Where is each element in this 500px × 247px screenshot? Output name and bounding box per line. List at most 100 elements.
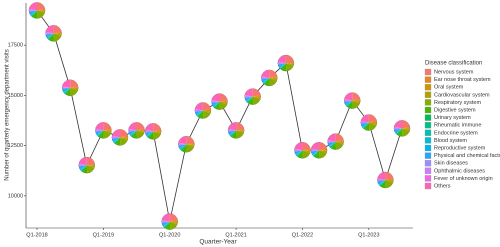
pie-slice: [46, 33, 54, 39]
pie-slice: [112, 129, 120, 138]
pie-slice: [228, 122, 237, 131]
pie-slice: [111, 137, 120, 139]
pie-slice: [302, 150, 311, 152]
x-axis-title: Quarter-Year: [199, 239, 237, 246]
legend-label: Physical and chemical factors: [434, 153, 500, 159]
pie-slice: [180, 144, 187, 151]
pie-slice: [45, 33, 54, 35]
pie-slice: [229, 130, 237, 136]
pie-slice: [328, 141, 336, 147]
pie-slice: [269, 76, 278, 78]
pie-slice: [219, 101, 227, 110]
pie-slice: [161, 221, 170, 226]
legend-title: Disease classification: [425, 61, 482, 67]
legend-swatch: [424, 167, 432, 174]
pie-slice: [236, 130, 245, 132]
pie-slice: [294, 149, 303, 151]
legend-label: Cardiovascular system: [434, 92, 490, 98]
pie-slice: [294, 150, 303, 155]
pie-slice: [364, 122, 370, 131]
pie-slice: [244, 96, 253, 99]
pie-slice: [281, 63, 287, 72]
pie-slice: [186, 142, 195, 145]
pie-marker: [344, 92, 361, 109]
pie-slice: [231, 130, 237, 139]
pie-slice: [331, 141, 337, 150]
pie-slice: [112, 137, 120, 142]
pie-slice: [219, 100, 228, 102]
pie-slice: [169, 221, 178, 230]
pie-slice: [97, 130, 104, 136]
pie-slice: [78, 165, 87, 167]
pie-slice: [236, 130, 244, 139]
legend-label: Blood system: [434, 138, 467, 144]
pie-slice: [136, 128, 145, 131]
pie-slice: [179, 144, 187, 150]
pie-slice: [194, 108, 203, 111]
pie-slice: [145, 131, 154, 133]
legend-swatch: [424, 175, 432, 182]
pie-slice: [277, 62, 286, 64]
pie-slice: [146, 131, 154, 137]
pie-marker: [78, 156, 95, 174]
pie-slice: [86, 163, 95, 166]
pie-slice: [103, 122, 112, 131]
pie-slice: [368, 122, 377, 124]
pie-slice: [99, 130, 104, 139]
pie-slice: [113, 137, 120, 143]
pie-marker: [277, 54, 295, 72]
pie-slice: [385, 179, 394, 181]
pie-slice: [311, 148, 320, 151]
legend-label: Ear nose throat system: [434, 77, 491, 83]
pie-slice: [352, 99, 361, 101]
pie-slice: [103, 130, 111, 139]
pie-slice: [379, 179, 386, 186]
pie-slice: [397, 128, 403, 137]
line: [36, 10, 403, 222]
pie-slice: [344, 99, 353, 101]
pie-slice: [136, 130, 145, 132]
pie-slice: [80, 165, 87, 171]
pie-slice: [296, 150, 303, 158]
pie-slice: [285, 63, 294, 67]
pie-slice: [130, 130, 137, 136]
pie-slice: [78, 163, 87, 166]
pie-slice: [29, 2, 37, 11]
pie-slice: [402, 126, 410, 129]
pie-slice: [312, 150, 320, 155]
pie-slice: [319, 150, 328, 152]
pie-slice: [360, 114, 369, 123]
pie-slice: [129, 130, 137, 136]
pie-slice: [53, 33, 62, 35]
pie-slice: [344, 100, 353, 103]
pie-slice: [119, 137, 128, 141]
pie-slice: [80, 165, 87, 171]
pie-slice: [96, 130, 104, 136]
pie-slice: [298, 150, 303, 159]
pie-slice: [230, 130, 237, 138]
pie-slice: [368, 121, 377, 123]
pie-slice: [178, 143, 187, 145]
pie-slice: [362, 122, 369, 129]
y-tick-label: 10000: [8, 193, 23, 199]
pie-slice: [360, 121, 369, 123]
x-tick-label: Q1-2021: [225, 232, 246, 238]
pie-slice: [385, 179, 393, 188]
pie-slice: [381, 179, 386, 188]
pie-slice: [379, 179, 386, 186]
pie-slice: [335, 140, 344, 142]
pie-slice: [161, 220, 170, 222]
pie-slice: [202, 108, 211, 111]
legend-label: Oral system: [434, 85, 464, 91]
pie-slice: [252, 96, 261, 100]
pie-slice: [311, 142, 320, 151]
pie-slice: [45, 25, 54, 34]
pie-marker: [244, 88, 261, 105]
pie-slice: [146, 131, 154, 137]
pie-slice: [214, 101, 220, 109]
pie-slice: [285, 63, 294, 72]
pie-marker: [61, 79, 79, 96]
pie-marker: [360, 114, 378, 131]
pie-marker: [95, 122, 112, 139]
pie-slice: [394, 120, 402, 129]
